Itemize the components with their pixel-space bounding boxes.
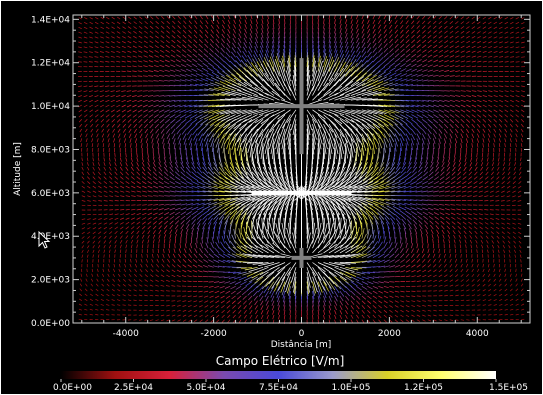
field-vector bbox=[198, 286, 202, 287]
field-vector bbox=[318, 19, 319, 24]
field-vector bbox=[461, 76, 466, 77]
field-vector bbox=[406, 238, 407, 244]
field-vector bbox=[209, 282, 214, 283]
field-vector bbox=[155, 310, 158, 311]
field-vector bbox=[455, 244, 456, 248]
field-vector bbox=[499, 315, 502, 316]
field-vector bbox=[121, 86, 125, 87]
field-vector bbox=[490, 201, 494, 202]
field-vector bbox=[477, 86, 481, 87]
field-vector bbox=[177, 286, 181, 287]
field-vector bbox=[182, 296, 186, 297]
field-vector bbox=[89, 62, 93, 63]
field-vector bbox=[472, 305, 475, 306]
field-vector bbox=[400, 286, 404, 287]
field-vector bbox=[445, 196, 450, 197]
field-vector bbox=[488, 66, 492, 67]
field-vector bbox=[499, 254, 500, 257]
field-vector bbox=[483, 86, 487, 87]
field-vector bbox=[466, 320, 469, 321]
field-vector bbox=[450, 91, 455, 92]
field-vector bbox=[115, 153, 116, 157]
field-vector bbox=[138, 76, 143, 77]
field-vector bbox=[488, 153, 489, 157]
field-vector bbox=[116, 86, 120, 87]
field-vector bbox=[384, 272, 390, 273]
field-vector bbox=[111, 66, 115, 67]
field-vector bbox=[82, 205, 86, 206]
field-vector bbox=[170, 200, 176, 201]
field-vector bbox=[148, 91, 153, 92]
field-vector bbox=[389, 282, 394, 283]
field-vector bbox=[83, 81, 87, 82]
field-vector bbox=[428, 85, 434, 86]
field-vector bbox=[484, 210, 488, 211]
field-vector bbox=[87, 269, 88, 272]
field-vector bbox=[417, 296, 421, 297]
field-vector bbox=[104, 254, 105, 257]
field-vector bbox=[101, 315, 104, 316]
field-vector bbox=[444, 310, 447, 311]
field-vector bbox=[79, 319, 82, 320]
field-vector bbox=[285, 19, 286, 24]
field-vector bbox=[78, 81, 82, 82]
field-vector bbox=[103, 264, 104, 267]
field-vector bbox=[128, 305, 131, 306]
field-vector bbox=[313, 315, 314, 319]
field-vector bbox=[134, 320, 137, 321]
field-vector bbox=[148, 244, 149, 248]
field-vector bbox=[93, 214, 97, 215]
field-vector bbox=[499, 264, 500, 267]
field-vector bbox=[455, 91, 460, 92]
field-vector bbox=[175, 244, 176, 249]
field-vector bbox=[477, 71, 481, 72]
field-vector bbox=[422, 286, 426, 287]
field-vector bbox=[428, 244, 429, 249]
field-vector bbox=[169, 85, 175, 86]
field-vector bbox=[427, 200, 433, 201]
field-vector bbox=[197, 238, 198, 244]
field-vector bbox=[115, 210, 119, 211]
field-vector bbox=[159, 196, 164, 197]
field-vector bbox=[290, 315, 291, 319]
field-vector bbox=[142, 205, 147, 206]
field-vector bbox=[153, 196, 158, 197]
field-vector bbox=[439, 196, 444, 197]
field-vector bbox=[78, 57, 82, 58]
field-vector bbox=[456, 205, 461, 206]
field-vector bbox=[488, 310, 491, 311]
field-vector bbox=[213, 272, 219, 273]
field-vector bbox=[143, 91, 148, 92]
field-vector bbox=[109, 201, 113, 202]
field-vector bbox=[112, 310, 115, 311]
field-vector bbox=[122, 71, 126, 72]
